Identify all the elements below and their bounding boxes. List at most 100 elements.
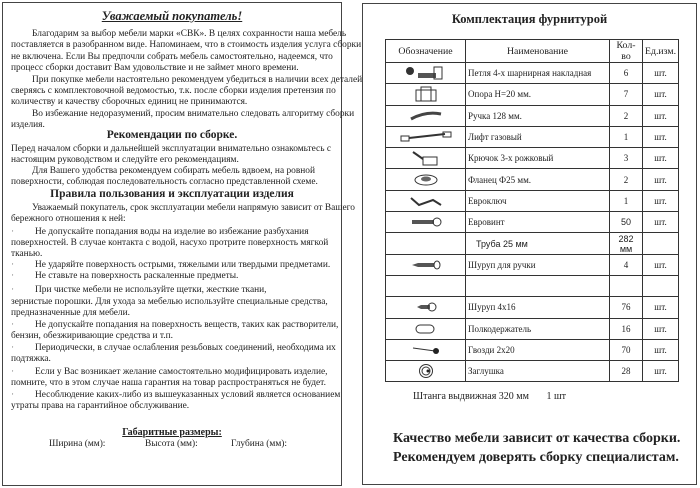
table-row: Ручка 128 мм. 2 шт. bbox=[385, 104, 680, 127]
item-qty: 2 bbox=[609, 104, 643, 127]
greeting-title: Уважаемый покупатель! bbox=[101, 9, 243, 23]
item-unit: шт. bbox=[641, 211, 680, 234]
hardware-table: Обозначение Наименование Кол-во Ед.изм. … bbox=[385, 39, 680, 383]
table-row: Шуруп 4х16 76 шт. bbox=[385, 296, 680, 319]
rules-line: · Несоблюдение каких-либо из вышеуказанны… bbox=[11, 390, 340, 401]
item-name: Заглушка bbox=[465, 360, 610, 383]
rules-line: · Периодически, в случае ослабления резьб… bbox=[11, 343, 336, 354]
recommendations-line: поверхности, соблюдая последовательность… bbox=[11, 177, 318, 187]
support-icon bbox=[385, 83, 466, 106]
item-unit: шт. bbox=[641, 61, 680, 85]
item-name: Евроключ bbox=[465, 189, 610, 213]
empty-cell bbox=[385, 232, 466, 255]
table-row: Труба 25 мм 282 мм bbox=[385, 232, 680, 255]
bullet: · bbox=[11, 285, 15, 295]
item-unit: шт. bbox=[641, 189, 680, 213]
item-name: Труба 25 мм bbox=[465, 232, 610, 255]
rules-line: · Не ставьте на поверхность раскаленные п… bbox=[11, 271, 238, 282]
item-unit: шт. bbox=[641, 125, 680, 149]
bullet-text: Не ударяйте поверхность острыми, тяжелым… bbox=[35, 260, 331, 270]
item-unit: шт. bbox=[641, 104, 680, 127]
item-qty: 7 bbox=[609, 83, 643, 106]
rules-line: бензин, обезжиривающие средства и т.п. bbox=[11, 331, 173, 341]
euro-screw-icon bbox=[385, 211, 466, 234]
item-qty bbox=[609, 274, 643, 298]
rules-line: зернистые порошки. Для ухода за мебелью … bbox=[11, 297, 328, 307]
item-unit: шт. bbox=[641, 296, 680, 319]
hardware-title: Комплектация фурнитурой bbox=[451, 12, 608, 26]
item-qty: 2 bbox=[609, 168, 643, 191]
rules-line: предназначенные для мебели. bbox=[11, 308, 130, 318]
hinge-icon bbox=[385, 61, 466, 85]
recommendations-line: настоящим руководством и следуйте его ре… bbox=[11, 155, 239, 165]
table-header: Обозначение Наименование Кол-во Ед.изм. bbox=[385, 39, 680, 63]
handle-icon bbox=[385, 104, 466, 127]
flange-icon bbox=[385, 168, 466, 191]
item-name: Опора Н=20 мм. bbox=[465, 83, 610, 106]
width-label: Ширина (мм): bbox=[49, 439, 106, 449]
rules-line: помните, что в этом случае наша гарантия… bbox=[11, 378, 326, 388]
table-row: Крючок 3-х рожковый 3 шт. bbox=[385, 147, 680, 170]
table-row: Евровинт 50 шт. bbox=[385, 211, 680, 234]
intro-line: процесс сборки доставит Вам удовольствие… bbox=[11, 63, 299, 73]
rules-line: поверхностей. В случае контакта с водой,… bbox=[11, 238, 329, 248]
item-unit: шт. bbox=[641, 360, 680, 383]
table-row: Опора Н=20 мм. 7 шт. bbox=[385, 83, 680, 106]
table-row: Фланец Ф25 мм. 2 шт. bbox=[385, 168, 680, 191]
gas-lift-icon bbox=[385, 125, 466, 149]
item-name: Крючок 3-х рожковый bbox=[465, 147, 610, 170]
item-name: Шуруп для ручки bbox=[465, 253, 610, 276]
table-row: Лифт газовый 1 шт. bbox=[385, 125, 680, 149]
item-name: Фланец Ф25 мм. bbox=[465, 168, 610, 191]
rules-line: утраты права на гарантийное обслуживание… bbox=[11, 401, 190, 411]
item-qty: 70 bbox=[609, 338, 643, 362]
col-designation: Обозначение bbox=[385, 39, 466, 63]
handle-screw-icon bbox=[385, 253, 466, 276]
bullet-text: Если у Вас возникает желание самостоятел… bbox=[35, 367, 328, 377]
bullet-text: Периодически, в случае ослабления резьбо… bbox=[35, 343, 336, 353]
item-unit: шт. bbox=[641, 147, 680, 170]
item-qty: 28 bbox=[609, 360, 643, 383]
intro-line: не включена. Если Вы предпочли собрать м… bbox=[11, 52, 333, 62]
item-qty: 282 мм bbox=[609, 232, 643, 255]
intro-line: изделия. bbox=[11, 120, 45, 130]
bullet: · bbox=[11, 260, 15, 270]
rules-heading: Правила пользования и эксплуатации издел… bbox=[50, 188, 294, 200]
item-unit: шт. bbox=[641, 338, 680, 362]
bullet-text: Не ставьте на поверхность раскаленные пр… bbox=[35, 271, 239, 281]
item-qty: 16 bbox=[609, 317, 643, 340]
intro-line: Благодарим за выбор мебели марки «СВК». … bbox=[32, 29, 347, 39]
table-row: Петля 4-х шарнирная накладная 6 шт. bbox=[385, 61, 680, 85]
recommendations-line: Для Вашего удобства рекомендуем собирать… bbox=[32, 166, 315, 176]
quality-note: Качество мебели зависит от качества сбор… bbox=[393, 431, 681, 446]
col-qty: Кол-во bbox=[609, 39, 643, 63]
item-unit: шт. bbox=[641, 83, 680, 106]
rules-line: · При чистке мебели не используйте щетки,… bbox=[11, 285, 267, 296]
intro-line: При покупке мебели настоятельно рекоменд… bbox=[32, 75, 365, 85]
item-name: Гвозди 2х20 bbox=[465, 338, 610, 362]
depth-label: Глубина (мм): bbox=[231, 439, 287, 449]
item-name bbox=[465, 274, 610, 298]
item-unit bbox=[641, 274, 680, 298]
extension-rod-note: Штанга выдвижная 320 мм 1 шт bbox=[413, 391, 567, 402]
bullet: · bbox=[11, 367, 15, 377]
item-name: Евровинт bbox=[465, 211, 610, 234]
item-qty: 6 bbox=[609, 61, 643, 85]
intro-line: сверяясь с комплектовочной ведомостью, т… bbox=[11, 86, 336, 96]
rules-line: тканью. bbox=[11, 249, 43, 259]
instructions-page: Уважаемый покупатель! Благодарим за выбор… bbox=[2, 2, 364, 486]
cap-icon bbox=[385, 360, 466, 383]
item-unit: шт. bbox=[641, 168, 680, 191]
col-name: Наименование bbox=[465, 39, 610, 63]
item-unit: шт. bbox=[641, 253, 680, 276]
bullet-text: При чистке мебели не используйте щетки, … bbox=[35, 285, 267, 295]
item-qty: 4 bbox=[609, 253, 643, 276]
bullet: · bbox=[11, 227, 15, 237]
empty-cell bbox=[385, 274, 466, 298]
recommendations-line: Перед началом сборки и дальнейшей эксплу… bbox=[11, 144, 331, 154]
item-qty: 3 bbox=[609, 147, 643, 170]
item-name: Петля 4-х шарнирная накладная bbox=[465, 61, 610, 85]
rules-line: · Не допускайте попадания на поверхность … bbox=[11, 320, 338, 331]
bullet: · bbox=[11, 390, 15, 400]
bullet-text: Не допускайте попадания на поверхность в… bbox=[35, 320, 339, 330]
